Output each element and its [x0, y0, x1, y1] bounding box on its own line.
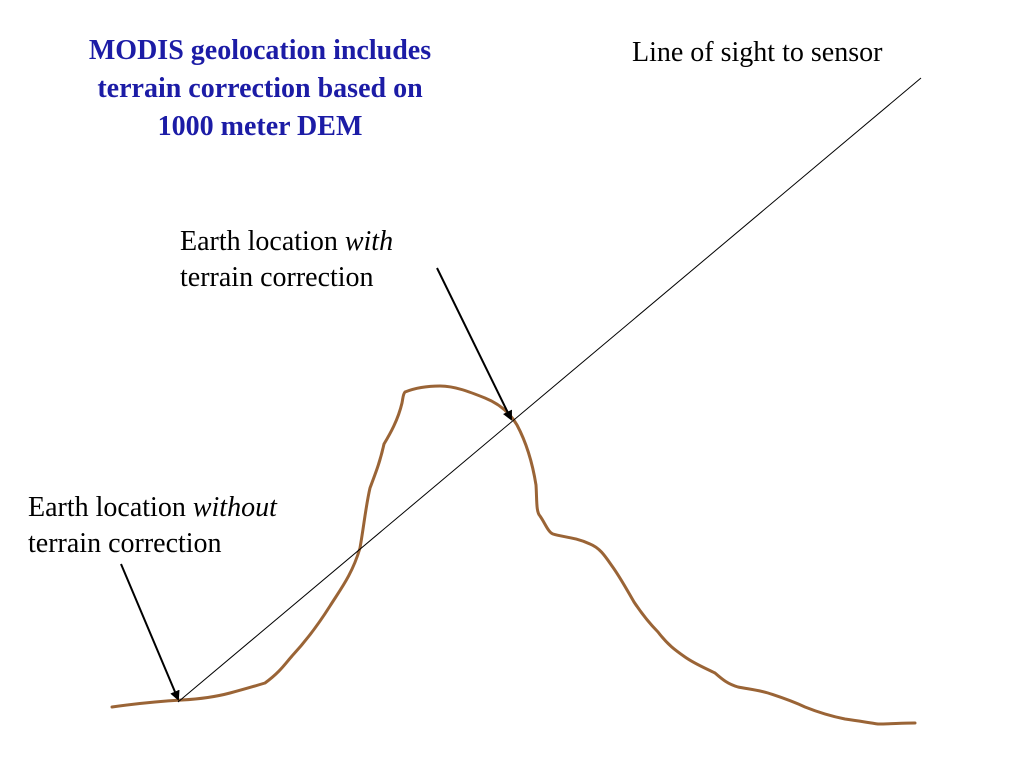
title-line-2: terrain correction based on: [97, 73, 423, 104]
without-correction-line-1: Earth location without: [28, 490, 277, 526]
arrow-without-correction: [120, 563, 180, 701]
diagram-title: MODIS geolocation includes terrain corre…: [40, 32, 480, 146]
with-correction-line-1: Earth location with: [180, 224, 393, 260]
with-correction-line-2: terrain correction: [180, 262, 374, 293]
with-correction-label: Earth location with terrain correction: [180, 224, 393, 296]
without-emphasis: without: [192, 492, 277, 523]
with-correction-prefix: Earth location: [180, 226, 345, 257]
terrain-profile: [110, 384, 917, 726]
with-emphasis: with: [344, 226, 394, 257]
without-correction-label: Earth location without terrain correctio…: [28, 490, 277, 562]
without-correction-prefix: Earth location: [28, 492, 193, 523]
without-correction-line-2: terrain correction: [28, 528, 222, 559]
arrow-with-correction: [436, 267, 512, 421]
title-line-1: MODIS geolocation includes: [88, 35, 432, 66]
line-of-sight: [177, 77, 922, 703]
title-line-3: 1000 meter DEM: [157, 111, 363, 142]
line-of-sight-label: Line of sight to sensor: [632, 37, 883, 68]
